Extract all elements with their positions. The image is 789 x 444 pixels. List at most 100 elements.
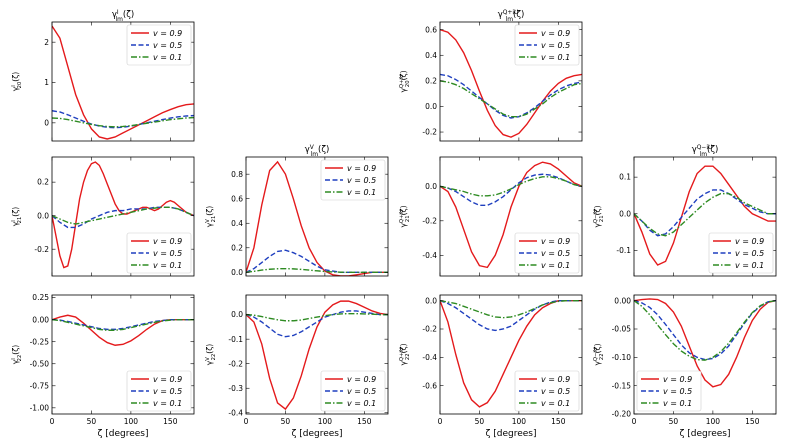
y-axis-label-OIU22: γQ+iU22(ζ) bbox=[399, 343, 411, 365]
legend-OIUm22: v = 0.9 v = 0.5 v = 0.1 bbox=[636, 370, 702, 412]
series-line-OIUm21-0 bbox=[634, 165, 776, 266]
legend-OIU21: v = 0.9 v = 0.5 v = 0.1 bbox=[514, 232, 580, 274]
legend-box-I20 bbox=[126, 24, 192, 66]
x-tick-label-OIUm22-2: 100 bbox=[706, 417, 721, 426]
x-tick-label-OIU22-2: 100 bbox=[512, 417, 527, 426]
x-tick-label-I22-0: 0 bbox=[50, 417, 55, 426]
legend-label-I22-2: v = 0.1 bbox=[153, 399, 182, 408]
y-tick-label-OIU20-4: 0.6 bbox=[425, 25, 437, 34]
series-line-I20-1 bbox=[52, 110, 194, 129]
legend-I21: v = 0.9 v = 0.5 v = 0.1 bbox=[126, 232, 192, 274]
x-tick-label-I22-3: 150 bbox=[163, 417, 178, 426]
x-tick-label-V22-1: 50 bbox=[281, 417, 291, 426]
y-tick-label-V22-3: -0.1 bbox=[228, 335, 243, 344]
legend-label-V22-1: v = 0.5 bbox=[347, 387, 376, 396]
series-line-V21-2 bbox=[246, 267, 388, 274]
axes-frame-I21 bbox=[51, 156, 195, 277]
y-tick-label-I20-2: 2 bbox=[44, 38, 49, 47]
legend-box-OIU22 bbox=[514, 370, 580, 412]
y-tick-label-I21-0: -0.2 bbox=[34, 245, 49, 254]
legend-label-V21-2: v = 0.1 bbox=[347, 188, 376, 197]
y-axis-label-OIUm22: γQ−iU22(ζ) bbox=[593, 343, 605, 365]
panel-OIUm21: -0.10.00.1γQ−iU21(ζ)γQ−iU lm(ζ)v = 0.9v =… bbox=[593, 144, 777, 277]
y-axis-label-OIU21: γQ+iU21(ζ) bbox=[399, 205, 411, 227]
legend-label-I21-1: v = 0.5 bbox=[153, 249, 182, 258]
x-tick-label-OIUm22-0: 0 bbox=[632, 417, 637, 426]
series-line-I22-1 bbox=[52, 318, 194, 331]
legend-label-OIUm21-2: v = 0.1 bbox=[735, 261, 764, 270]
legend-label-V21-0: v = 0.9 bbox=[347, 164, 376, 173]
y-axis-label-I20: γI20(ζ) bbox=[11, 72, 23, 92]
x-tick-label-OIU22-1: 50 bbox=[475, 417, 485, 426]
y-tick-label-OIU21-0: -0.4 bbox=[422, 251, 437, 260]
series-line-OIU21-2 bbox=[440, 176, 582, 197]
series-line-OIUm22-1 bbox=[634, 299, 776, 361]
y-tick-label-OIUm22-0: -0.20 bbox=[612, 410, 632, 419]
legend-box-OIU20 bbox=[514, 24, 580, 66]
series-line-OIU22-1 bbox=[440, 299, 582, 332]
legend-label-OIU21-0: v = 0.9 bbox=[541, 237, 570, 246]
legend-I20: v = 0.9 v = 0.5 v = 0.1 bbox=[126, 24, 192, 66]
legend-box-I21 bbox=[126, 232, 192, 274]
legend-label-OIU22-2: v = 0.1 bbox=[541, 399, 570, 408]
y-tick-label-I20-1: 1 bbox=[44, 78, 49, 87]
y-tick-label-OIU20-0: -0.2 bbox=[422, 128, 437, 137]
y-tick-label-I22-5: 0.25 bbox=[32, 293, 49, 302]
series-line-OIUm21-2 bbox=[634, 192, 776, 237]
series-line-I20-2 bbox=[52, 116, 194, 128]
legend-V22: v = 0.9 v = 0.5 v = 0.1 bbox=[320, 370, 386, 412]
series-line-I21-1 bbox=[52, 206, 194, 229]
y-tick-label-OIU22-1: -0.4 bbox=[422, 353, 437, 362]
axes-frame-OIU22 bbox=[439, 294, 583, 415]
y-tick-label-OIUm22-4: 0.00 bbox=[614, 296, 631, 305]
y-tick-label-V21-1: 0.2 bbox=[231, 243, 243, 252]
series-line-OIU20-0 bbox=[440, 29, 582, 138]
axes-frame-OIUm22 bbox=[633, 294, 777, 415]
series-line-OIU20-1 bbox=[440, 73, 582, 119]
series-line-V22-1 bbox=[246, 310, 388, 338]
panel-OIU22: 0 50 100 150 -0.6 -0.4 -0.2 0.0 γQ+iU22(ζ) ζ [deg… bbox=[399, 294, 583, 439]
legend-label-OIU21-2: v = 0.1 bbox=[541, 261, 570, 270]
y-tick-label-I20-0: 0 bbox=[44, 118, 49, 127]
legend-label-I20-1: v = 0.5 bbox=[153, 41, 182, 50]
axes-frame-I20 bbox=[51, 21, 195, 142]
legend-label-I21-2: v = 0.1 bbox=[153, 261, 182, 270]
axes-frame-V22 bbox=[245, 294, 389, 415]
y-axis-label-V21: γV21(ζ) bbox=[205, 206, 217, 228]
legend-box-V22 bbox=[320, 370, 386, 412]
series-line-I20-0 bbox=[52, 25, 194, 140]
y-tick-label-V21-4: 0.8 bbox=[231, 170, 243, 179]
legend-label-I22-1: v = 0.5 bbox=[153, 387, 182, 396]
x-tick-label-V22-2: 100 bbox=[318, 417, 333, 426]
axes-frame-OIUm21 bbox=[633, 156, 777, 277]
series-line-I21-0 bbox=[52, 161, 194, 269]
legend-label-OIU22-0: v = 0.9 bbox=[541, 375, 570, 384]
panel-I20: 0 1 2 γI20(ζ) γI lm(ζ) v = 0.9 v = 0.5 v = 0.1 bbox=[11, 9, 195, 142]
x-tick-label-OIU22-0: 0 bbox=[438, 417, 443, 426]
panel-OIU21: -0.4-0.20.0γQ+iU21(ζ)v = 0.9v = 0.5v = 0… bbox=[399, 156, 583, 277]
axes-frame-I22 bbox=[51, 294, 195, 415]
x-tick-label-OIUm22-1: 50 bbox=[669, 417, 679, 426]
y-tick-label-OIUm22-3: -0.05 bbox=[612, 325, 632, 334]
legend-OIU20: v = 0.9 v = 0.5 v = 0.1 bbox=[514, 24, 580, 66]
x-tick-label-OIU22-3: 150 bbox=[551, 417, 566, 426]
x-tick-label-OIUm22-3: 150 bbox=[745, 417, 760, 426]
series-line-OIUm22-0 bbox=[634, 298, 776, 388]
y-tick-label-V22-2: -0.2 bbox=[228, 359, 243, 368]
x-tick-label-V22-3: 150 bbox=[357, 417, 372, 426]
series-line-I21-2 bbox=[52, 206, 194, 225]
x-tick-label-V22-0: 0 bbox=[244, 417, 249, 426]
legend-label-OIU22-1: v = 0.5 bbox=[541, 387, 570, 396]
series-line-OIU21-1 bbox=[440, 173, 582, 206]
legend-box-OIUm22 bbox=[636, 370, 702, 412]
legend-label-V22-2: v = 0.1 bbox=[347, 399, 376, 408]
axes-frame-OIU20 bbox=[439, 21, 583, 142]
legend-label-OIU20-0: v = 0.9 bbox=[541, 29, 570, 38]
y-tick-label-OIUm21-2: 0.1 bbox=[619, 173, 631, 182]
legend-label-OIU20-2: v = 0.1 bbox=[541, 53, 570, 62]
y-tick-label-I22-1: -0.75 bbox=[30, 381, 50, 390]
y-tick-label-V22-0: -0.4 bbox=[228, 408, 243, 417]
legend-box-I22 bbox=[126, 370, 192, 412]
legend-box-OIU21 bbox=[514, 232, 580, 274]
